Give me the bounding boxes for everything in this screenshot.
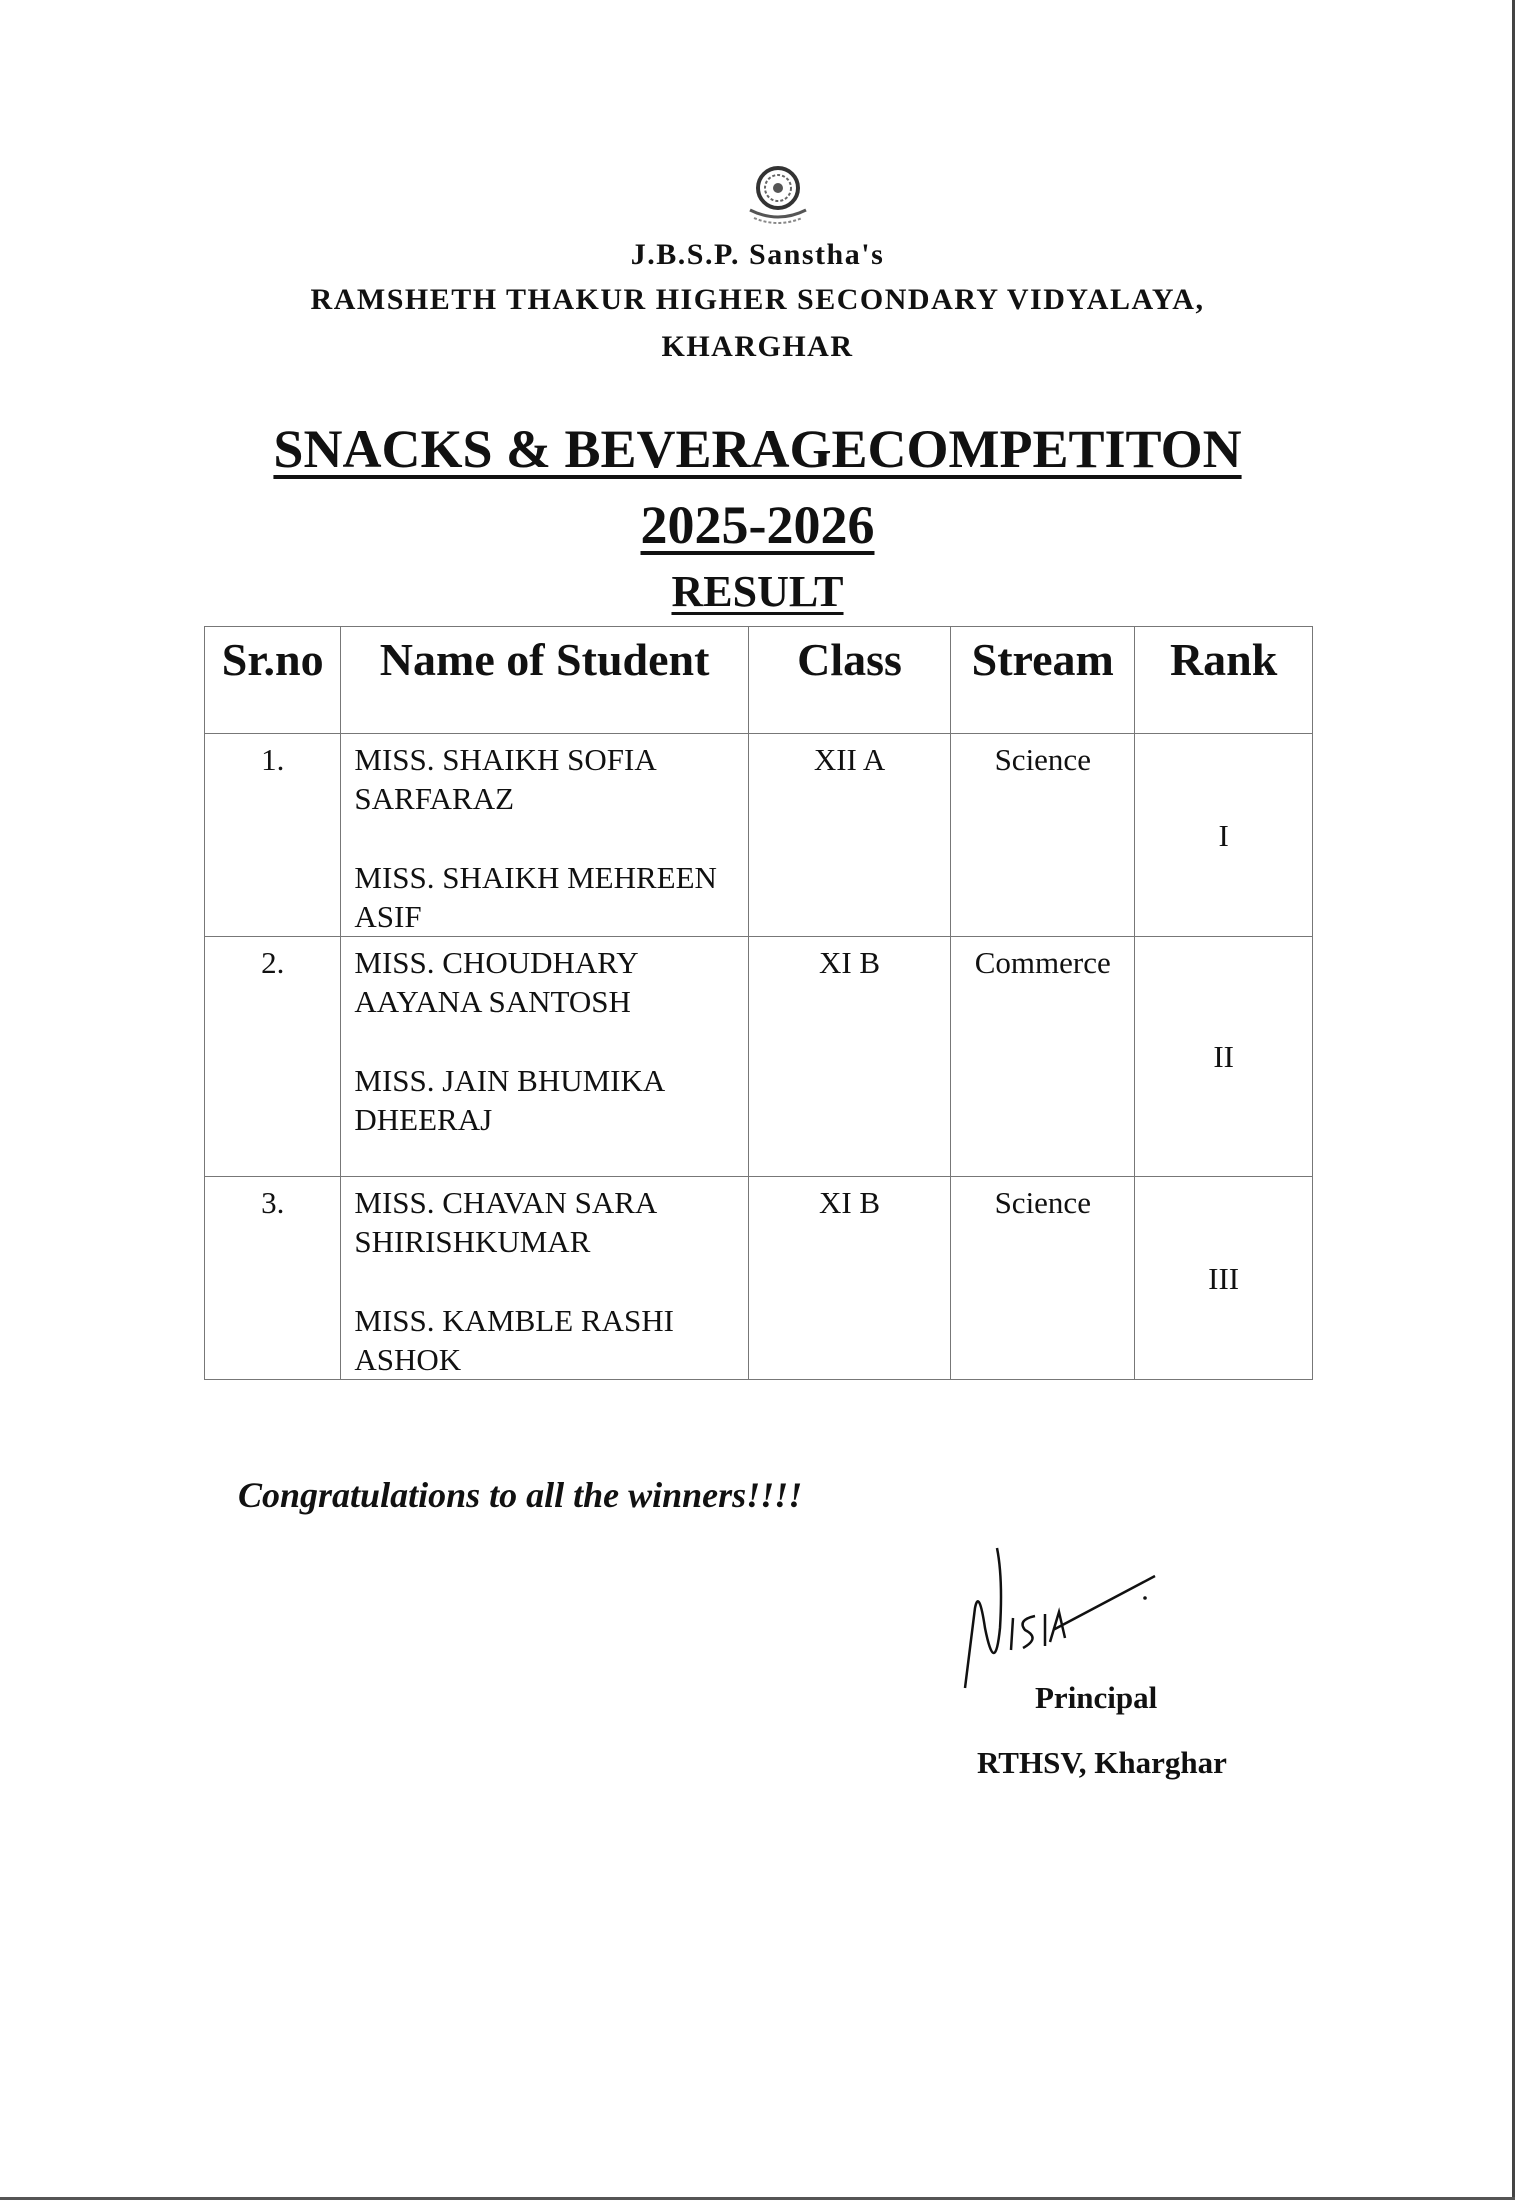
cell-srno: 1. — [203, 733, 342, 937]
cell-stream: Commerce — [950, 936, 1136, 1177]
cell-class: XI B — [747, 936, 952, 1177]
cell-srno: 2. — [203, 936, 342, 1177]
cell-rank: I — [1134, 733, 1313, 937]
student-name: MISS. SHAIKH SOFIA SARFARAZ — [354, 742, 655, 816]
cell-rank: II — [1134, 936, 1313, 1177]
student-name: MISS. CHAVAN SARA SHIRISHKUMAR — [354, 1185, 656, 1259]
student-name: MISS. CHOUDHARY AAYANA SANTOSH — [354, 945, 638, 1019]
column-header-name: Name of Student — [340, 626, 749, 734]
spacer — [354, 818, 747, 858]
school-place: KHARGHAR — [661, 330, 854, 363]
school-emblem-icon — [749, 166, 807, 224]
column-header-srno: Sr.no — [203, 626, 342, 734]
signatory-designation: Principal — [1035, 1680, 1158, 1715]
student-name: MISS. JAIN BHUMIKA DHEERAJ — [354, 1063, 664, 1137]
school-name: RAMSHETH THAKUR HIGHER SECONDARY VIDYALA… — [310, 283, 1205, 316]
cell-student-names: MISS. CHOUDHARY AAYANA SANTOSH MISS. JAIN… — [340, 936, 749, 1177]
page-edge-bottom — [0, 2197, 1515, 2200]
cell-student-names: MISS. CHAVAN SARA SHIRISHKUMAR MISS. KAMB… — [340, 1176, 749, 1380]
cell-class: XI B — [747, 1176, 952, 1380]
column-header-rank: Rank — [1134, 626, 1313, 734]
cell-student-names: MISS. SHAIKH SOFIA SARFARAZ MISS. SHAIKH … — [340, 733, 749, 937]
event-title: SNACKS & BEVERAGECOMPETITON — [273, 419, 1242, 479]
handwritten-signature — [963, 1547, 1156, 1689]
table-row: 2. MISS. CHOUDHARY AAYANA SANTOSH MISS. JA… — [203, 936, 1313, 1177]
event-year: 2025-2026 — [640, 495, 875, 555]
spacer — [354, 1021, 747, 1061]
page-edge-right — [1512, 0, 1515, 2200]
result-heading: RESULT — [671, 567, 844, 616]
column-header-class: Class — [747, 626, 952, 734]
results-table: Sr.no Name of Student Class Stream Rank … — [203, 626, 1313, 1380]
column-header-stream: Stream — [950, 626, 1136, 734]
cell-class: XII A — [747, 733, 952, 937]
student-name: MISS. KAMBLE RASHI ASHOK — [354, 1303, 674, 1377]
cell-rank: III — [1134, 1176, 1313, 1380]
spacer — [354, 1261, 747, 1301]
signatory-institution: RTHSV, Kharghar — [977, 1745, 1227, 1780]
cell-stream: Science — [950, 733, 1136, 937]
cell-srno: 3. — [203, 1176, 342, 1380]
trust-name: J.B.S.P. Sanstha's — [630, 238, 885, 271]
congratulations-message: Congratulations to all the winners!!!! — [238, 1475, 803, 1515]
table-row: 1. MISS. SHAIKH SOFIA SARFARAZ MISS. SHAIK… — [203, 733, 1313, 937]
student-name: MISS. SHAIKH MEHREEN ASIF — [354, 860, 717, 934]
table-row: 3. MISS. CHAVAN SARA SHIRISHKUMAR MISS. KA… — [203, 1176, 1313, 1380]
table-header-row: Sr.no Name of Student Class Stream Rank — [203, 626, 1313, 734]
cell-stream: Science — [950, 1176, 1136, 1380]
